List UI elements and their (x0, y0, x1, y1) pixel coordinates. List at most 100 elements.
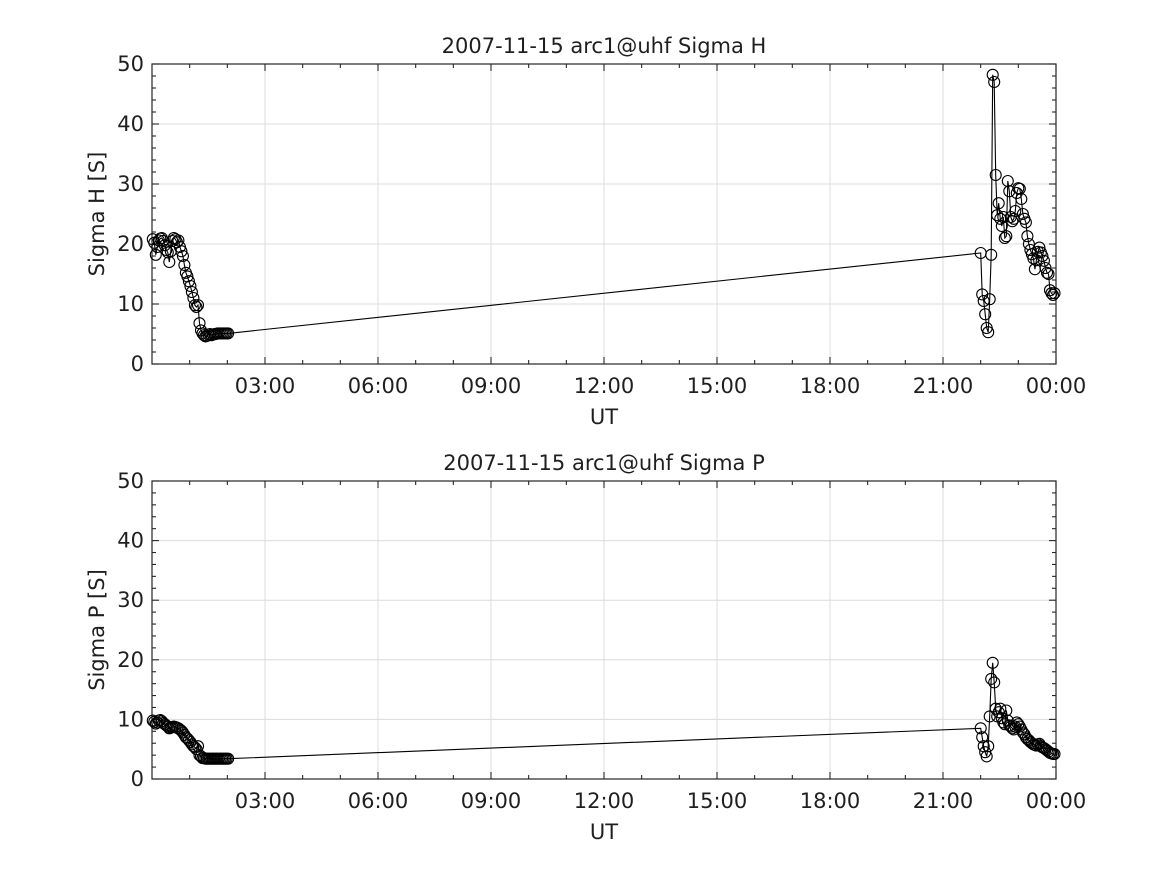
axes-frame (151, 480, 1057, 780)
data-point (980, 750, 993, 763)
data-point (149, 248, 162, 261)
data-point (179, 731, 192, 744)
data-point (1000, 704, 1013, 717)
data-point (176, 249, 189, 263)
data-point (222, 752, 235, 765)
x-axis-label: UT (590, 405, 618, 429)
data-point (188, 299, 201, 312)
data-point (986, 68, 999, 81)
x-tick-label: 09:00 (461, 789, 522, 813)
data-point (1019, 216, 1032, 229)
y-tick-label: 40 (117, 112, 144, 136)
data-point (178, 258, 191, 272)
x-axis-label: UT (590, 820, 618, 844)
data-point (992, 197, 1005, 210)
data-point (160, 243, 173, 257)
data-point (1036, 249, 1049, 263)
data-point (187, 740, 200, 753)
data-point (1021, 230, 1034, 243)
data-point (1048, 287, 1061, 300)
data-point (1010, 716, 1023, 729)
data-point (175, 245, 188, 258)
grid (152, 481, 1056, 779)
x-tick-label: 15:00 (687, 789, 748, 813)
data-point (988, 75, 1001, 89)
axes-frame (151, 63, 1057, 365)
data-point (151, 716, 164, 729)
x-tick-label: 12:00 (574, 374, 635, 398)
x-tick-label: 18:00 (800, 789, 861, 813)
data-point (979, 308, 992, 321)
data-point (1016, 207, 1029, 221)
chart-title: 2007-11-15 arc1@uhf Sigma P (443, 451, 765, 475)
data-point (983, 293, 996, 306)
data-point (1040, 266, 1054, 279)
plot-sigma-p: 2007-11-15 arc1@uhf Sigma P UT Sigma P [… (85, 451, 1086, 844)
data-point (994, 702, 1007, 715)
data-point (1033, 241, 1046, 254)
data-point (985, 672, 998, 685)
data-point (989, 168, 1002, 182)
data-point (1013, 182, 1026, 195)
y-tick-label: 50 (117, 469, 144, 493)
y-tick-label: 30 (117, 172, 144, 196)
x-tick-label: 06:00 (348, 789, 409, 813)
data-point (1015, 192, 1028, 206)
grid (152, 64, 1056, 364)
data-point (1000, 230, 1013, 243)
data-point (1048, 747, 1061, 761)
data-point (976, 731, 989, 744)
y-tick-label: 30 (117, 588, 144, 612)
data-point (187, 291, 200, 305)
y-tick-label: 0 (131, 767, 144, 791)
y-tick-label: 10 (117, 292, 144, 316)
data-point (172, 722, 185, 735)
data-point (1042, 267, 1055, 281)
chart-title: 2007-11-15 arc1@uhf Sigma H (442, 34, 767, 58)
y-tick-label: 50 (117, 52, 144, 76)
data-point (986, 656, 999, 669)
plot-sigma-h: 2007-11-15 arc1@uhf Sigma H UT Sigma H [… (85, 34, 1086, 429)
x-tick-label: 18:00 (800, 374, 861, 398)
x-tick-label: 12:00 (574, 789, 635, 813)
data-point (974, 722, 987, 735)
y-axis-label: Sigma P [S] (85, 569, 109, 691)
data-point (185, 738, 198, 751)
x-tick-label: 15:00 (687, 374, 748, 398)
x-tick-label: 00:00 (1026, 374, 1087, 398)
data-point (190, 300, 203, 314)
data-point (998, 231, 1011, 245)
data-point (1046, 288, 1060, 302)
data-point (1039, 261, 1052, 275)
data-point (1010, 186, 1023, 200)
data-point (995, 219, 1008, 233)
data-point (1009, 204, 1022, 218)
data-point (1037, 254, 1050, 267)
data-point (185, 285, 198, 299)
data-point (184, 279, 197, 293)
data-point (222, 327, 235, 340)
y-tick-label: 10 (117, 707, 144, 731)
data-point (191, 299, 205, 312)
y-tick-label: 20 (117, 232, 144, 256)
data-point (985, 248, 998, 261)
data-point (982, 740, 995, 753)
data-point (988, 676, 1001, 689)
data-point (977, 294, 990, 308)
data-point (190, 743, 203, 756)
x-tick-label: 06:00 (348, 374, 409, 398)
y-axis-label: Sigma H [S] (85, 152, 109, 277)
x-tick-label: 00:00 (1026, 789, 1087, 813)
x-tick-label: 03:00 (235, 374, 296, 398)
data-point (991, 209, 1004, 222)
data-point (1045, 287, 1058, 300)
data-point (182, 275, 195, 288)
x-tick-label: 03:00 (235, 789, 296, 813)
data-point (175, 724, 188, 737)
x-tick-label: 09:00 (461, 374, 522, 398)
data-point (172, 234, 185, 247)
x-tick-label: 21:00 (913, 789, 974, 813)
data-point (1001, 174, 1014, 188)
y-tick-label: 40 (117, 529, 144, 553)
